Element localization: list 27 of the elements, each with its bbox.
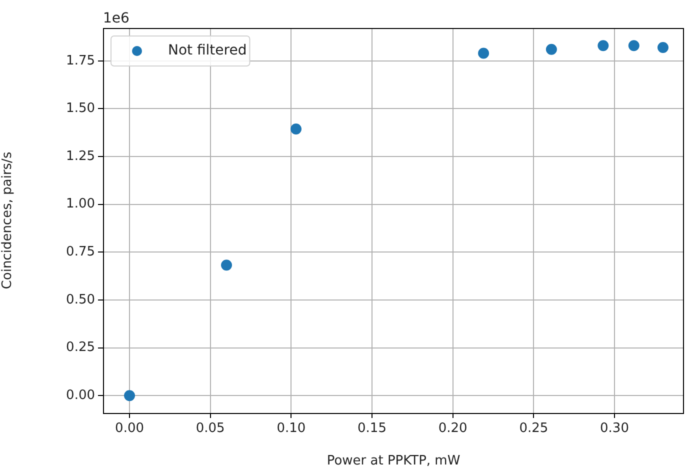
x-tick-label: 0.00 [115, 421, 144, 436]
x-tick-label: 0.20 [438, 421, 468, 436]
point [478, 48, 490, 59]
y-tick-label: 0.75 [66, 244, 95, 260]
point [598, 40, 609, 52]
x-tick-label: 0.05 [196, 421, 225, 436]
y-tick-label: 1.25 [66, 148, 95, 164]
x-tick-label: 0.30 [600, 421, 629, 436]
point [657, 42, 668, 54]
y-tick-label: 0.00 [66, 388, 95, 403]
y-tick-label: 1.00 [66, 196, 95, 212]
x-tick-label: 0.15 [358, 421, 386, 436]
point [546, 44, 557, 55]
point [290, 123, 302, 134]
point [221, 260, 232, 271]
x-axis-title: Power at PPKTP, mW [326, 454, 460, 469]
y-axis-title: Coincidences, pairs/s [0, 152, 16, 290]
y-tick-label: 1.75 [66, 53, 95, 68]
x-tick-label: 0.25 [519, 421, 548, 436]
text: 1e6 [103, 10, 130, 27]
point [124, 390, 136, 402]
y-tick-label: 1.50 [66, 101, 95, 116]
y-tick-label: 0.50 [66, 292, 95, 308]
point [628, 40, 640, 52]
x-tick-label: 0.10 [276, 421, 306, 436]
y-tick-label: 0.25 [66, 340, 95, 356]
legend-label: Not filtered [168, 42, 247, 59]
